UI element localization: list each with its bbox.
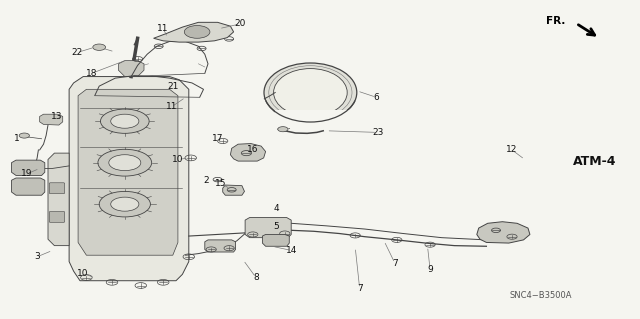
Polygon shape	[40, 114, 63, 125]
Text: 1: 1	[15, 134, 20, 143]
Text: 3: 3	[35, 252, 40, 261]
Polygon shape	[223, 185, 244, 195]
Text: 14: 14	[285, 246, 297, 255]
Text: 9: 9	[428, 265, 433, 274]
Text: 16: 16	[247, 145, 259, 154]
Text: 4: 4	[274, 204, 279, 213]
Circle shape	[19, 133, 29, 138]
Polygon shape	[154, 22, 234, 42]
Text: 7: 7	[357, 284, 362, 293]
FancyBboxPatch shape	[49, 183, 65, 194]
Text: 6: 6	[374, 93, 379, 102]
Polygon shape	[230, 144, 266, 161]
Circle shape	[109, 155, 141, 171]
Text: 18: 18	[86, 69, 97, 78]
Circle shape	[98, 149, 152, 176]
Circle shape	[93, 44, 106, 50]
Text: 10: 10	[172, 155, 184, 164]
Circle shape	[278, 127, 288, 132]
Text: 19: 19	[21, 169, 33, 178]
Text: 22: 22	[71, 48, 83, 57]
Polygon shape	[262, 234, 289, 246]
Text: 17: 17	[212, 134, 223, 143]
Ellipse shape	[274, 69, 347, 116]
FancyBboxPatch shape	[49, 211, 65, 222]
Polygon shape	[477, 222, 530, 243]
Circle shape	[184, 26, 210, 38]
Text: SNC4−B3500A: SNC4−B3500A	[509, 291, 572, 300]
Polygon shape	[12, 178, 45, 195]
FancyBboxPatch shape	[275, 110, 352, 128]
Text: 11: 11	[166, 102, 177, 111]
Circle shape	[99, 191, 150, 217]
Polygon shape	[69, 77, 189, 281]
Polygon shape	[245, 218, 291, 238]
Text: 11: 11	[157, 24, 169, 33]
Polygon shape	[205, 240, 236, 252]
Ellipse shape	[264, 63, 357, 122]
Text: 23: 23	[372, 128, 383, 137]
Text: 8: 8	[253, 273, 259, 282]
Text: FR.: FR.	[546, 16, 565, 26]
Polygon shape	[12, 160, 45, 175]
Circle shape	[100, 109, 149, 133]
Circle shape	[111, 114, 139, 128]
Polygon shape	[118, 61, 144, 77]
Text: 13: 13	[51, 112, 62, 121]
Polygon shape	[48, 153, 69, 246]
Text: 5: 5	[274, 222, 279, 231]
Text: ATM-4: ATM-4	[573, 155, 616, 167]
Text: 20: 20	[234, 19, 246, 28]
Circle shape	[111, 197, 139, 211]
Polygon shape	[78, 89, 178, 255]
Text: 7: 7	[392, 259, 397, 268]
Text: 15: 15	[215, 179, 227, 188]
Text: 2: 2	[204, 176, 209, 185]
Text: 12: 12	[506, 145, 518, 154]
Text: 21: 21	[167, 82, 179, 91]
Text: 10: 10	[77, 269, 89, 278]
